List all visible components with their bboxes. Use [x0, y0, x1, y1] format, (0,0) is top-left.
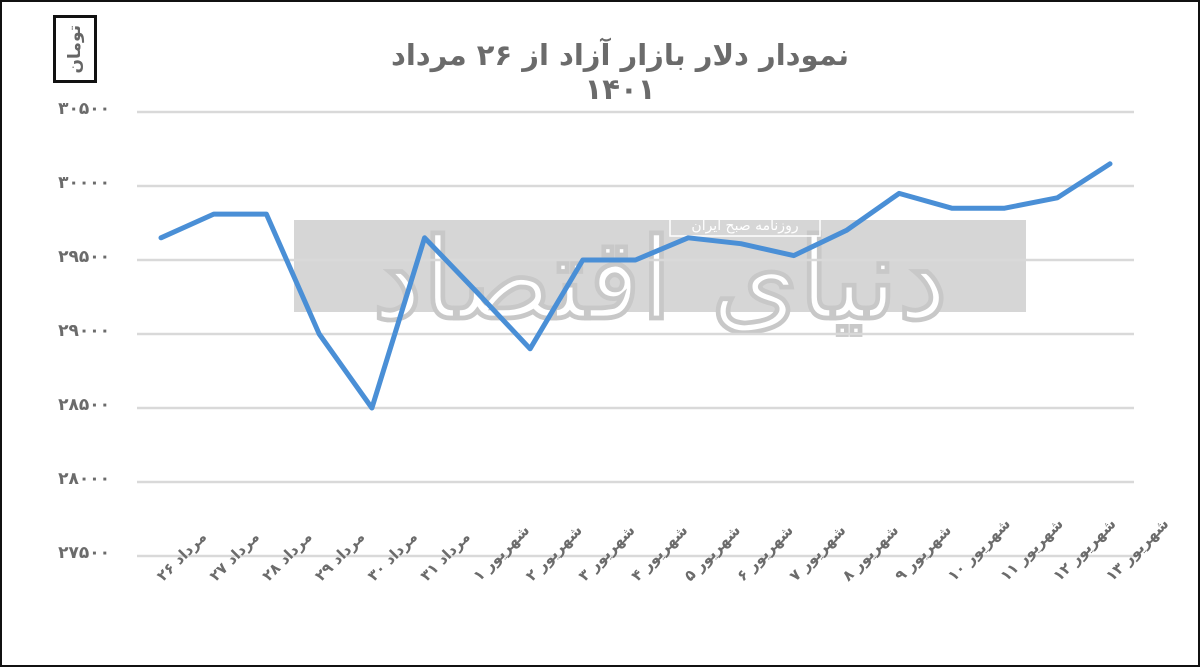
- x-tick-label: شهریور ۹: [891, 521, 955, 585]
- y-tick-label: ۲۸۰۰۰: [58, 469, 110, 489]
- y-tick-label: ۳۰۰۰۰: [58, 173, 110, 193]
- watermark: دنیای اقتصاد روزنامه صبح ایران: [294, 213, 1026, 346]
- x-tick-label: شهریور ۷: [786, 521, 850, 585]
- watermark-brand-text: دنیای اقتصاد: [372, 214, 947, 345]
- gridlines: [137, 110, 1134, 558]
- x-tick-label: شهریور ۳: [575, 521, 639, 585]
- y-tick-label: ۲۷۵۰۰: [58, 543, 110, 563]
- y-tick-label: ۳۰۵۰۰: [58, 99, 110, 119]
- x-tick-label: شهریور ۶: [733, 521, 797, 585]
- x-tick-label: شهریور ۵: [680, 521, 744, 585]
- chart-title: نمودار دلار بازار آزاد از ۲۶ مرداد ۱۴۰۱: [390, 38, 850, 106]
- watermark-subtitle: روزنامه صبح ایران: [691, 218, 798, 234]
- y-tick-label: ۲۸۵۰۰: [58, 395, 110, 415]
- x-tick-label: شهریور ۲: [522, 521, 586, 585]
- x-tick-label: شهریور ۴: [628, 521, 692, 585]
- x-tick-label: شهریور ۱: [469, 521, 533, 585]
- y-axis-ticks: ۲۷۵۰۰ ۲۸۰۰۰ ۲۸۵۰۰ ۲۹۰۰۰ ۲۹۵۰۰ ۳۰۰۰۰ ۳۰۵۰۰: [58, 99, 110, 563]
- x-tick-label: شهریور ۸: [838, 521, 902, 585]
- watermark-subtitle-box: [669, 213, 821, 237]
- price-line: [158, 161, 1113, 411]
- y-axis-unit-box: تومان: [53, 15, 97, 83]
- y-tick-label: ۲۹۵۰۰: [58, 247, 110, 267]
- y-tick-label: ۲۹۰۰۰: [58, 321, 110, 341]
